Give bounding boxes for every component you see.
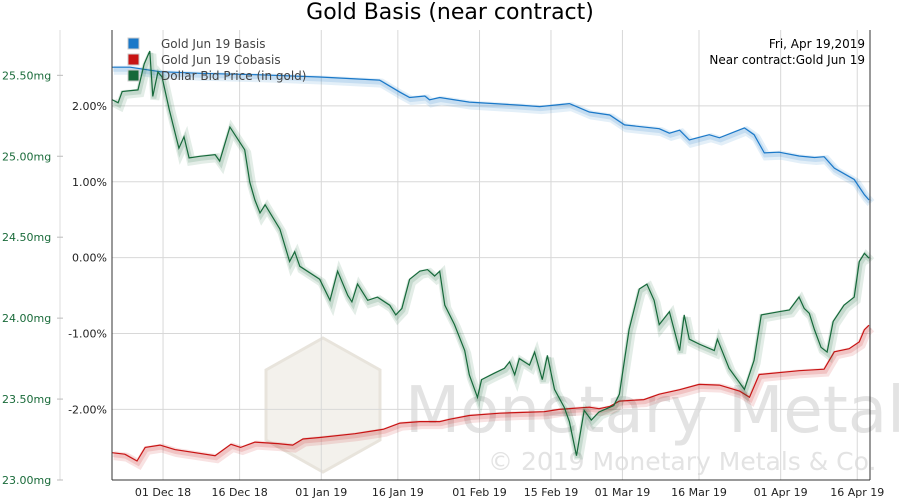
legend[interactable]: Gold Jun 19 Basis Gold Jun 19 Cobasis Doll… [127, 37, 306, 83]
x-tick-label: 01 Apr 19 [754, 486, 808, 499]
pct-tick-label: -2.00% [68, 403, 107, 416]
legend-label[interactable]: Gold Jun 19 Basis [161, 37, 265, 51]
legend-label[interactable]: Dollar Bid Price (in gold) [161, 69, 306, 83]
series-layer [111, 50, 875, 471]
series-shadow [113, 324, 875, 471]
legend-swatch[interactable] [127, 53, 140, 66]
mg-tick-label: 23.00mg [2, 474, 51, 487]
series-1 [111, 324, 875, 471]
series-line [111, 324, 870, 462]
mg-tick-label: 25.00mg [2, 150, 51, 163]
chart-title: Gold Basis (near contract) [306, 0, 594, 25]
watermark-copyright: © 2019 Monetary Metals & Co. [488, 447, 876, 476]
annotation-contract: Near contract:Gold Jun 19 [709, 53, 865, 67]
x-tick-label: 01 Dec 18 [135, 486, 191, 499]
series-shadow [114, 65, 875, 206]
annotation-date: Fri, Apr 19,2019 [769, 37, 865, 51]
watermark-brand: Monetary Metals [405, 374, 900, 448]
series-shadow [111, 52, 872, 459]
series-line [111, 50, 870, 456]
x-tick-label: 16 Jan 19 [372, 486, 424, 499]
series-shadow [113, 66, 872, 204]
series-0 [112, 65, 875, 206]
mg-tick-label: 24.50mg [2, 231, 51, 244]
x-tick-label: 01 Jan 19 [295, 486, 347, 499]
x-tick-label: 16 Dec 18 [211, 486, 267, 499]
series-line [112, 66, 870, 201]
legend-label[interactable]: Gold Jun 19 Cobasis [161, 53, 281, 67]
legend-swatch[interactable] [127, 69, 140, 82]
tick-labels: 01 Dec 18 16 Dec 18 01 Jan 19 16 Jan 19 01 F… [2, 69, 884, 499]
pct-tick-label: 2.00% [72, 100, 107, 113]
mg-tick-label: 24.00mg [2, 312, 51, 325]
series-2 [111, 50, 875, 460]
x-tick-label: 01 Feb 19 [452, 486, 506, 499]
legend-swatch[interactable] [127, 37, 140, 50]
pct-tick-label: 1.00% [72, 176, 107, 189]
series-shadow [112, 325, 872, 467]
x-tick-label: 15 Feb 19 [524, 486, 578, 499]
x-tick-label: 01 Mar 19 [595, 486, 651, 499]
pct-tick-label: -1.00% [68, 328, 107, 341]
series-shadow [111, 52, 875, 460]
watermark-logo-icon [264, 336, 382, 474]
mg-tick-label: 23.50mg [2, 393, 51, 406]
mg-tick-label: 25.50mg [2, 69, 51, 82]
x-tick-label: 16 Apr 19 [830, 486, 884, 499]
x-tick-label: 16 Mar 19 [671, 486, 727, 499]
pct-tick-label: 0.00% [72, 252, 107, 265]
watermark: Monetary Metals © 2019 Monetary Metals &… [264, 336, 900, 476]
